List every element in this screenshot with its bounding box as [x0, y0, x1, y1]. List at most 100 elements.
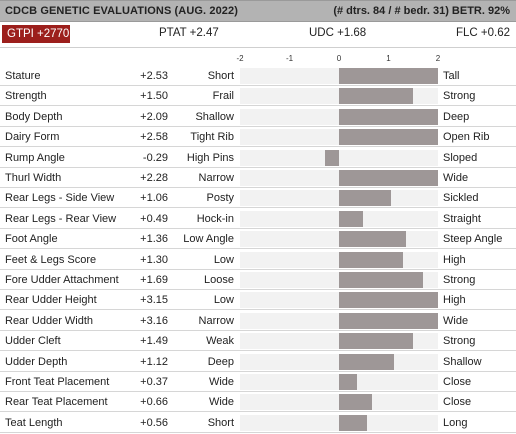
trait-name: Stature: [5, 70, 41, 82]
trait-low-label: Hock-in: [196, 212, 234, 225]
trait-name: Body Depth: [5, 110, 63, 123]
trait-bar: [339, 129, 438, 146]
trait-low-label: Loose: [204, 274, 234, 286]
bar-track: [240, 353, 438, 370]
trait-bar: [339, 312, 438, 329]
trait-value: +1.30: [140, 253, 168, 266]
trait-name: Rear Teat Placement: [5, 396, 108, 409]
trait-high-label: Deep: [443, 110, 470, 123]
trait-bar: [339, 333, 413, 350]
trait-row: Foot Angle +1.36 Low Angle Steep Angle: [0, 229, 516, 250]
trait-high-label: Strong: [443, 274, 476, 286]
gtpi-badge: GTPI +2770: [2, 25, 70, 43]
row-divider: [0, 391, 516, 392]
trait-value: +3.16: [140, 314, 168, 327]
trait-bar: [339, 251, 404, 268]
row-divider: [0, 248, 516, 250]
trait-name: Fore Udder Attachment: [5, 274, 119, 286]
trait-name: Thurl Width: [5, 172, 62, 184]
trait-name: Teat Length: [5, 416, 63, 429]
bar-track: [240, 88, 438, 105]
row-divider: [0, 187, 516, 188]
trait-high-label: Shallow: [443, 355, 482, 368]
bar-track: [240, 108, 438, 125]
trait-low-label: Short: [207, 70, 234, 82]
trait-low-label: Short: [207, 416, 234, 429]
row-divider: [0, 431, 516, 433]
bar-track: [240, 231, 438, 248]
row-divider: [0, 125, 516, 127]
trait-name: Rump Angle: [5, 151, 65, 164]
trait-low-label: Wide: [208, 376, 234, 388]
trait-bar: [339, 190, 392, 207]
trait-row: Thurl Width +2.28 Narrow Wide: [0, 168, 516, 188]
row-divider: [0, 207, 516, 209]
trait-name: Foot Angle: [5, 233, 58, 246]
trait-name: Dairy Form: [5, 131, 60, 144]
bar-track: [240, 272, 438, 288]
trait-high-label: Strong: [443, 335, 476, 348]
trait-row: Feet & Legs Score +1.30 Low High: [0, 250, 516, 270]
x-tick-label: 2: [435, 54, 441, 63]
row-divider: [0, 227, 516, 229]
row-divider: [0, 289, 516, 290]
trait-value: +0.66: [140, 396, 168, 409]
trait-row: Rear Legs - Side View +1.06 Posty Sickled: [0, 188, 516, 209]
trait-value: +1.50: [140, 90, 168, 103]
trait-bar: [339, 272, 423, 288]
trait-high-label: Close: [443, 376, 472, 388]
row-divider: [0, 329, 516, 331]
row-divider: [0, 146, 516, 148]
trait-name: Strength: [5, 90, 47, 103]
trait-low-label: Deep: [207, 355, 234, 368]
trait-name: Rear Legs - Rear View: [5, 212, 117, 225]
trait-high-label: High: [443, 253, 466, 266]
trait-bar: [339, 414, 367, 431]
trait-low-label: High Pins: [186, 151, 234, 164]
trait-high-label: Wide: [443, 314, 469, 327]
trait-low-label: Posty: [206, 192, 234, 205]
x-tick-label: -2: [236, 54, 244, 63]
row-divider: [0, 350, 516, 352]
trait-row: Udder Depth +1.12 Deep Shallow: [0, 352, 516, 372]
ptat-index: PTAT +2.47: [159, 27, 219, 39]
trait-name: Front Teat Placement: [5, 376, 110, 388]
trait-high-label: High: [443, 294, 466, 307]
bar-track: [240, 414, 438, 431]
trait-bar: [339, 210, 364, 227]
trait-bar: [339, 292, 438, 309]
trait-bar: [339, 68, 438, 84]
trait-value: +2.58: [140, 131, 168, 144]
trait-low-label: Weak: [206, 335, 234, 348]
trait-row: Dairy Form +2.58 Tight Rib Open Rib: [0, 127, 516, 148]
trait-name: Feet & Legs Score: [5, 253, 97, 266]
trait-name: Udder Depth: [5, 355, 68, 368]
trait-value: +1.06: [140, 192, 168, 205]
trait-name: Rear Legs - Side View: [5, 192, 115, 205]
bar-track: [240, 333, 438, 350]
trait-value: +2.28: [140, 172, 168, 184]
trait-value: +2.53: [140, 70, 168, 82]
trait-row: Rump Angle -0.29 High Pins Sloped: [0, 148, 516, 168]
divider: [0, 47, 516, 48]
trait-low-label: Low: [213, 294, 234, 307]
trait-row: Teat Length +0.56 Short Long: [0, 413, 516, 433]
bar-track: [240, 170, 438, 186]
trait-bar: [339, 353, 395, 370]
trait-row: Strength +1.50 Frail Strong: [0, 86, 516, 107]
trait-low-label: Tight Rib: [190, 131, 234, 144]
row-divider: [0, 105, 516, 107]
trait-high-label: Strong: [443, 90, 476, 103]
trait-row: Fore Udder Attachment +1.69 Loose Strong: [0, 270, 516, 290]
trait-high-label: Sickled: [443, 192, 479, 205]
trait-bar: [339, 374, 358, 390]
row-divider: [0, 411, 516, 413]
trait-value: -0.29: [142, 151, 168, 164]
trait-bar: [339, 170, 438, 186]
trait-low-label: Narrow: [198, 314, 234, 327]
trait-value: +1.69: [140, 274, 168, 286]
trait-low-label: Wide: [208, 396, 234, 409]
header-title: CDCB GENETIC EVALUATIONS (AUG. 2022): [5, 5, 238, 17]
bar-track: [240, 129, 438, 146]
trait-high-label: Tall: [443, 70, 460, 82]
